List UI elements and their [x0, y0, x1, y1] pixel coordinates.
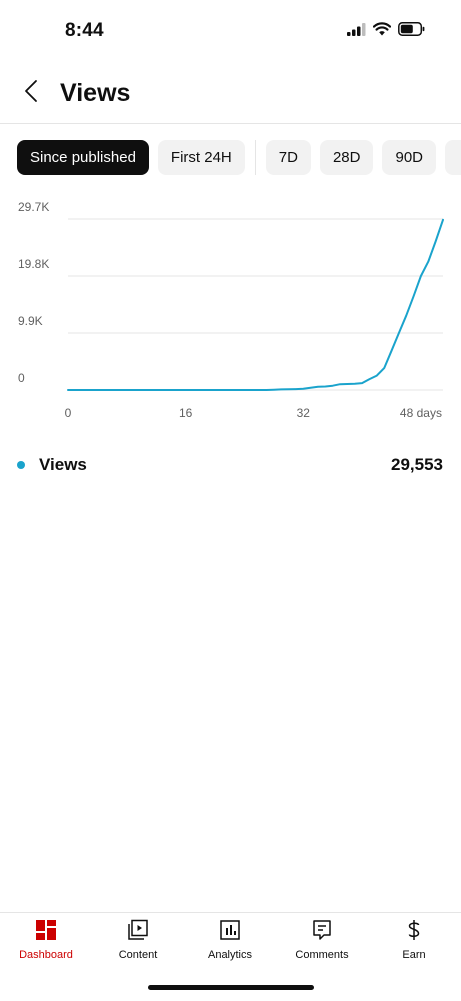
- chip-more[interactable]: [445, 140, 461, 175]
- chip-28d[interactable]: 28D: [319, 140, 374, 175]
- chip-7d[interactable]: 7D: [265, 140, 311, 175]
- nav-label-content: Content: [118, 949, 158, 961]
- x-tick-label: 0: [65, 406, 72, 420]
- series-line-views: [67, 218, 444, 391]
- nav-label-earn: Earn: [402, 949, 426, 961]
- x-tick-label: 16: [179, 406, 193, 420]
- dashboard-icon: [35, 919, 57, 946]
- chip-90d[interactable]: 90D: [382, 140, 437, 175]
- chip-separator: [254, 140, 256, 175]
- chip-first-24h[interactable]: First 24H: [157, 140, 245, 175]
- page-title: Views: [60, 79, 131, 107]
- views-line-chart: 0 9.9K 19.8K 29.7K 0 16 32 48 days: [18, 200, 444, 420]
- nav-comments[interactable]: Comments: [282, 919, 362, 961]
- time-range-chips: Since published First 24H 7D 28D 90D: [17, 140, 461, 175]
- legend-dot: [17, 461, 25, 469]
- y-tick-label: 9.9K: [18, 314, 43, 328]
- status-time: 8:44: [65, 20, 104, 41]
- status-bar: 8:44: [0, 0, 461, 66]
- nav-content[interactable]: Content: [98, 919, 178, 961]
- chevron-left-icon: [24, 79, 38, 108]
- x-tick-label: 32: [297, 406, 311, 420]
- cellular-signal-icon: [347, 22, 366, 41]
- nav-earn[interactable]: Earn: [374, 919, 454, 961]
- y-tick-label: 19.8K: [18, 257, 49, 271]
- back-button[interactable]: [16, 78, 46, 108]
- nav-analytics[interactable]: Analytics: [190, 919, 270, 961]
- y-tick-label: 0: [18, 371, 25, 385]
- status-icons: [347, 22, 425, 41]
- header-divider: [0, 123, 461, 124]
- x-tick-label: 48 days: [400, 406, 442, 420]
- legend-label: Views: [39, 455, 87, 474]
- chart-legend: Views 29,553: [0, 452, 461, 482]
- comments-icon: [311, 919, 333, 946]
- header: Views: [0, 66, 461, 123]
- nav-label-dashboard: Dashboard: [19, 949, 73, 961]
- nav-label-analytics: Analytics: [207, 949, 253, 961]
- nav-dashboard[interactable]: Dashboard: [6, 919, 86, 961]
- analytics-icon: [219, 919, 241, 946]
- y-tick-label: 29.7K: [18, 200, 49, 214]
- legend-value: 29,553: [391, 455, 443, 474]
- battery-icon: [398, 22, 425, 41]
- nav-label-comments: Comments: [295, 949, 349, 961]
- bottom-nav: Dashboard Content A: [0, 912, 461, 1001]
- home-indicator: [148, 985, 314, 990]
- content-icon: [127, 919, 149, 946]
- dollar-icon: [403, 919, 425, 946]
- chip-since-published[interactable]: Since published: [17, 140, 149, 175]
- wifi-icon: [372, 22, 392, 41]
